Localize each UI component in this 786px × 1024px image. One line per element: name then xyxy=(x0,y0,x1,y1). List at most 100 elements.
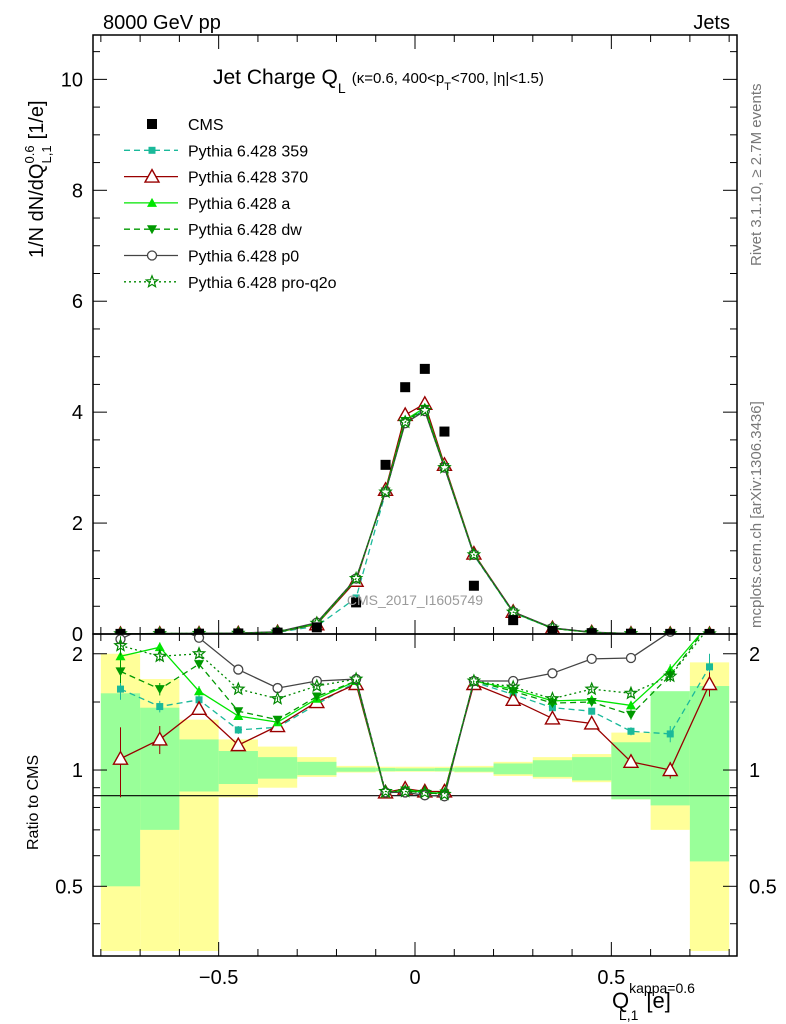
ratio-line-pythia-6-428-pro-q2o xyxy=(120,634,705,796)
ratio-point-pythia-6-428-pro-q2o xyxy=(397,783,413,798)
legend-marker xyxy=(147,225,157,235)
ratio-point-pythia-6-428-pro-q2o xyxy=(113,637,128,652)
chart-title-cuts-tail: <700, |η|<1.5) xyxy=(451,70,544,87)
ratio-point-pythia-6-428-pro-q2o xyxy=(437,786,452,801)
ratio-tick-label-right: 1 xyxy=(749,760,760,782)
chart-title-cuts-sub: T xyxy=(444,81,451,93)
x-axis-label-sub: L,1 xyxy=(619,1007,639,1023)
ratio-point-pythia-6-428-pro-q2o xyxy=(466,673,482,688)
series-point-pythia-6-428-pro-q2o xyxy=(466,547,482,561)
cms-data-point xyxy=(115,628,126,634)
ratio-point-pythia-6-428-dw xyxy=(311,692,322,702)
ratio-point-pythia-6-428-pro-q2o xyxy=(584,681,599,696)
ratio-point-pythia-6-428-dw xyxy=(194,660,205,670)
ratio-point-pythia-6-428-359 xyxy=(706,663,714,671)
cms-data-markers xyxy=(115,363,715,634)
x-axis-label: Qkappa=0.6 L,1 [e] xyxy=(612,980,695,1023)
y-tick-label: 0 xyxy=(72,624,83,646)
ratio-point-pythia-6-428-370 xyxy=(190,700,208,716)
legend-marker xyxy=(147,197,157,207)
band-stat-bin xyxy=(218,751,258,785)
y-tick-label: 8 xyxy=(72,180,83,202)
ratio-point-pythia-6-428-359 xyxy=(234,726,242,734)
legend-label: Pythia 6.428 a xyxy=(188,196,290,213)
chart-title-cuts: (κ=0.6, 400<p xyxy=(352,70,445,87)
cms-data-point xyxy=(400,382,411,393)
band-stat-bin xyxy=(611,742,651,800)
ratio-point-pythia-6-428-a xyxy=(115,651,126,661)
ratio-point-pythia-6-428-359 xyxy=(588,707,596,715)
band-stat-bin xyxy=(336,767,376,772)
ratio-panel-series xyxy=(112,634,718,802)
ratio-point-pythia-6-428-359 xyxy=(116,685,124,693)
ratio-point-pythia-6-428-pro-q2o xyxy=(417,784,433,799)
series-point-pythia-6-428-pro-q2o xyxy=(348,570,364,585)
ratio-line-pythia-6-428-370 xyxy=(120,683,711,794)
series-point-pythia-6-428-pro-q2o xyxy=(378,484,393,499)
cms-data-point xyxy=(439,426,450,437)
y-axis-label: 1/N dN/dQ0.6 L,1 [1/e] xyxy=(22,100,54,258)
cms-data-point xyxy=(586,628,597,634)
ratio-tick-label-right: 0.5 xyxy=(749,876,777,898)
legend-marker xyxy=(146,250,158,261)
header-jets-label: Jets xyxy=(693,12,730,34)
ratio-point-pythia-6-428-pro-q2o xyxy=(309,678,325,693)
ratio-point-pythia-6-428-359 xyxy=(666,730,674,738)
x-tick-label: −0.5 xyxy=(199,967,238,989)
y-axis-label-sup: 0.6 xyxy=(22,145,37,163)
ratio-point-pythia-6-428-pro-q2o xyxy=(231,681,246,696)
ratio-tick-label-left: 1 xyxy=(72,760,83,782)
ratio-line-pythia-6-428-p0 xyxy=(120,634,669,797)
ratio-point-pythia-6-428-370 xyxy=(622,753,640,769)
ratio-line-pythia-6-428-a xyxy=(120,634,702,795)
cms-data-point xyxy=(380,459,391,470)
cms-data-point xyxy=(351,597,362,608)
cms-data-point xyxy=(547,625,558,634)
band-stat-bin xyxy=(454,767,494,772)
band-stat-bin xyxy=(415,768,435,772)
legend-marker xyxy=(144,274,160,288)
ratio-point-pythia-6-428-pro-q2o xyxy=(270,691,285,705)
legend-label: Pythia 6.428 359 xyxy=(188,143,308,160)
x-axis-label-sup: kappa=0.6 xyxy=(629,980,695,996)
legend-label: Pythia 6.428 370 xyxy=(188,170,308,187)
legend-label: Pythia 6.428 dw xyxy=(188,222,302,239)
ratio-y-axis-label: Ratio to CMS xyxy=(25,755,42,850)
band-stat-bin xyxy=(689,686,730,862)
cms-data-point xyxy=(154,628,165,634)
ratio-point-pythia-6-428-370 xyxy=(112,750,129,765)
cms-data-point xyxy=(194,628,205,634)
legend-marker xyxy=(147,119,157,129)
band-stat-bin xyxy=(572,757,612,781)
cms-data-point xyxy=(625,628,636,634)
ratio-point-pythia-6-428-pro-q2o xyxy=(545,691,560,705)
cms-data-point xyxy=(468,580,479,591)
legend-label: Pythia 6.428 pro-q2o xyxy=(188,275,337,292)
band-stat-bin xyxy=(179,739,219,792)
chart-title: Jet Charge QL (κ=0.6, 400<pT<700, |η|<1.5… xyxy=(213,66,544,96)
mcplots-label: mcplots.cern.ch [arXiv:1306.3436] xyxy=(748,401,765,628)
y-tick-label: 10 xyxy=(61,69,83,91)
chart-title-text: Jet Charge Q xyxy=(213,66,338,89)
legend-label: CMS xyxy=(188,117,224,134)
ratio-point-pythia-6-428-dw xyxy=(233,707,244,717)
band-stat-bin xyxy=(395,768,415,772)
ratio-point-pythia-6-428-359 xyxy=(195,696,203,704)
series-line-pythia-6-428-pro-q2o xyxy=(120,409,710,634)
ratio-point-pythia-6-428-370 xyxy=(230,736,247,752)
band-stat-bin xyxy=(434,768,455,772)
ratio-tick-label-left: 2 xyxy=(72,644,83,666)
band-stat-bin xyxy=(375,768,396,772)
ratio-point-pythia-6-428-p0 xyxy=(233,664,244,675)
ratio-point-pythia-6-428-pro-q2o xyxy=(191,646,207,660)
series-point-pythia-6-428-pro-q2o xyxy=(417,402,433,417)
y-tick-label: 4 xyxy=(72,402,83,424)
legend: CMS Pythia 6.428 359 Pythia 6.428 370 Pythi… xyxy=(124,117,337,292)
ratio-point-pythia-6-428-dw xyxy=(272,715,283,725)
cms-data-point xyxy=(311,622,322,633)
series-point-pythia-6-428-pro-q2o xyxy=(505,604,521,619)
ratio-point-pythia-6-428-pro-q2o xyxy=(152,648,168,663)
ratio-point-pythia-6-428-p0 xyxy=(380,787,391,798)
ratio-point-pythia-6-428-dw xyxy=(586,698,597,708)
